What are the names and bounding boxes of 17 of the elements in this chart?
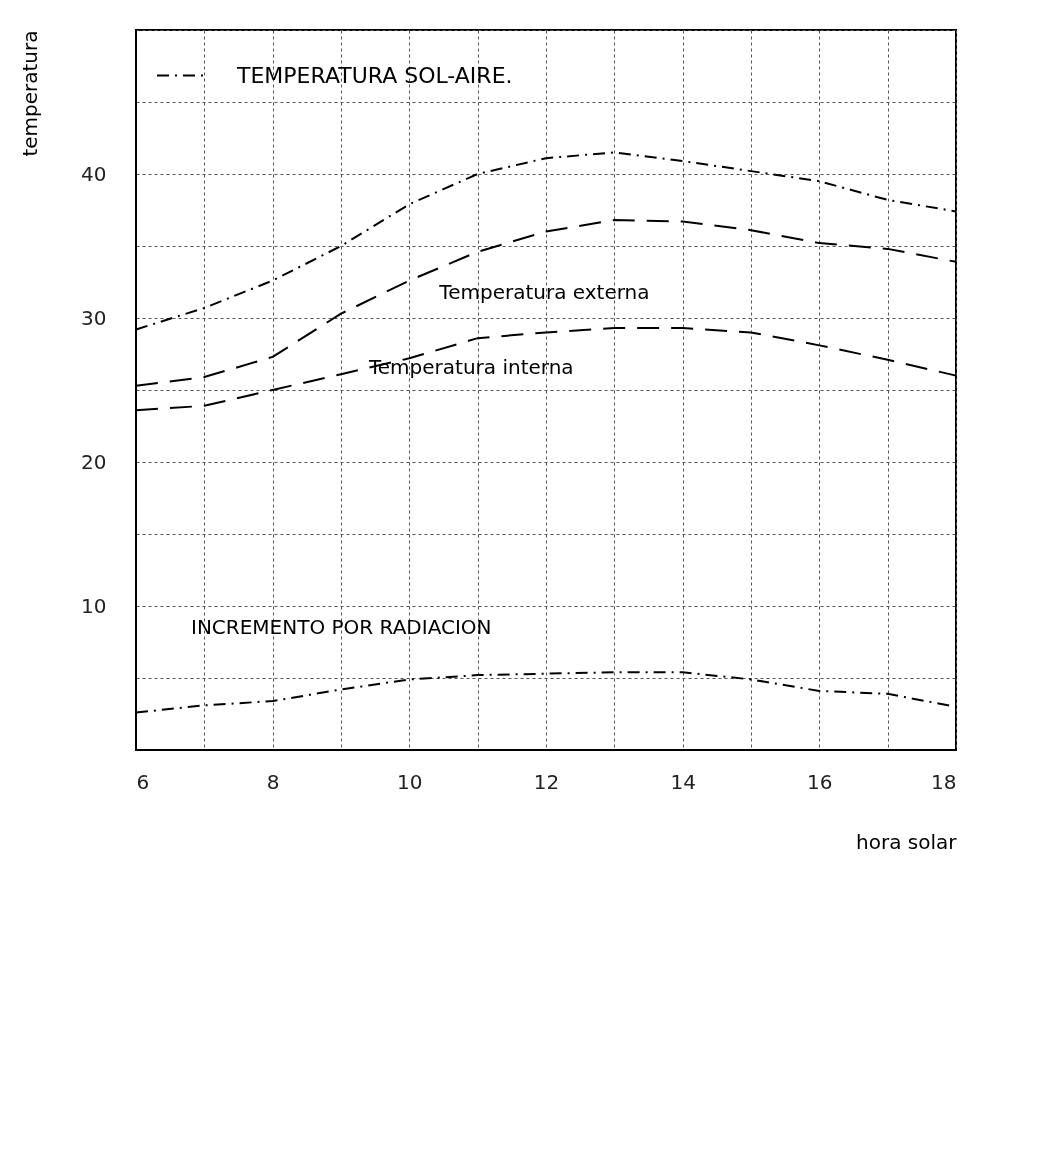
- series-label: Temperatura externa: [438, 279, 650, 304]
- x-tick-label: 8: [266, 769, 280, 794]
- x-tick-label: 16: [807, 769, 833, 794]
- x-tick-label: 14: [670, 769, 696, 794]
- x-tick-label: 18: [931, 769, 957, 794]
- y-axis-title: temperatura: [18, 30, 43, 157]
- x-tick-label: 6: [136, 769, 150, 794]
- y-tick-label: 10: [81, 593, 107, 618]
- y-tick-label: 40: [81, 161, 107, 186]
- series-label: INCREMENTO POR RADIACION: [191, 614, 492, 639]
- y-tick-label: 20: [81, 449, 107, 474]
- series-label: Temperatura interna: [368, 355, 574, 380]
- x-axis-title: hora solar: [856, 829, 958, 854]
- y-tick-label: 30: [81, 305, 107, 330]
- legend-label: TEMPERATURA SOL-AIRE.: [236, 62, 513, 88]
- x-tick-label: 12: [533, 769, 560, 794]
- x-tick-label: 10: [397, 769, 423, 794]
